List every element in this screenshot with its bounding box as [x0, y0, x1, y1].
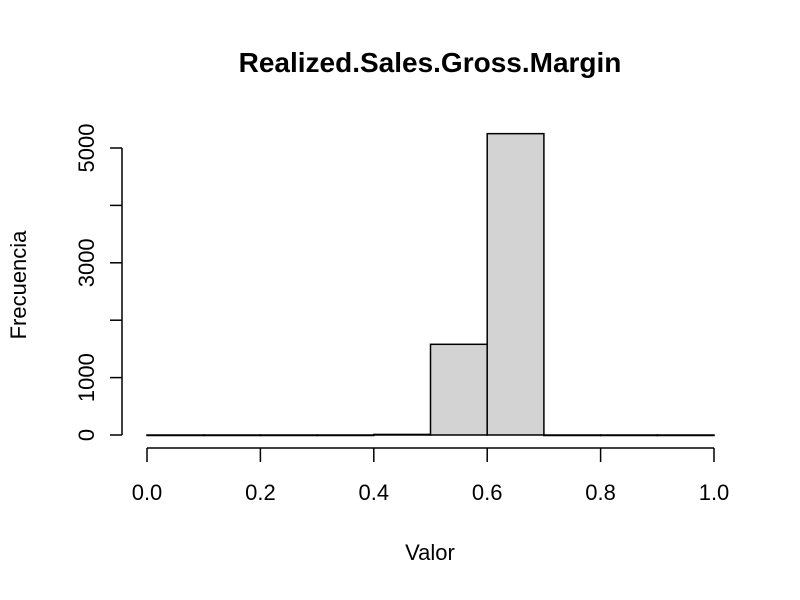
x-axis-label: Valor: [405, 540, 455, 565]
chart-title: Realized.Sales.Gross.Margin: [239, 47, 622, 78]
y-tick-label: 1000: [74, 353, 99, 402]
histogram-bar-0: [146, 434, 205, 437]
x-tick-label: 0.4: [359, 480, 390, 505]
histogram-bar-7: [543, 434, 602, 437]
x-tick-label: 0.2: [245, 480, 276, 505]
bars-group: [146, 132, 715, 437]
histogram-bar-2: [259, 434, 318, 437]
y-axis: 0 1000 3000 5000: [74, 124, 123, 441]
x-tick-label: 0.6: [472, 480, 503, 505]
histogram-bar-4: [373, 433, 432, 436]
x-tick-label: 1.0: [699, 480, 730, 505]
histogram-bar-5: [429, 343, 488, 436]
histogram-bar-6: [486, 132, 545, 436]
y-tick-label: 0: [74, 429, 99, 441]
histogram-bar-9: [656, 434, 715, 437]
x-tick-label: 0.0: [132, 480, 163, 505]
x-tick-label: 0.8: [585, 480, 616, 505]
histogram-bar-1: [202, 434, 262, 437]
histogram-bar-3: [316, 434, 375, 437]
histogram-bar-8: [599, 434, 659, 437]
x-axis: 0.0 0.2 0.4 0.6 0.8 1.0: [132, 447, 730, 505]
y-tick-label: 3000: [74, 238, 99, 287]
y-axis-label: Frecuencia: [6, 230, 31, 340]
y-tick-label: 5000: [74, 124, 99, 173]
